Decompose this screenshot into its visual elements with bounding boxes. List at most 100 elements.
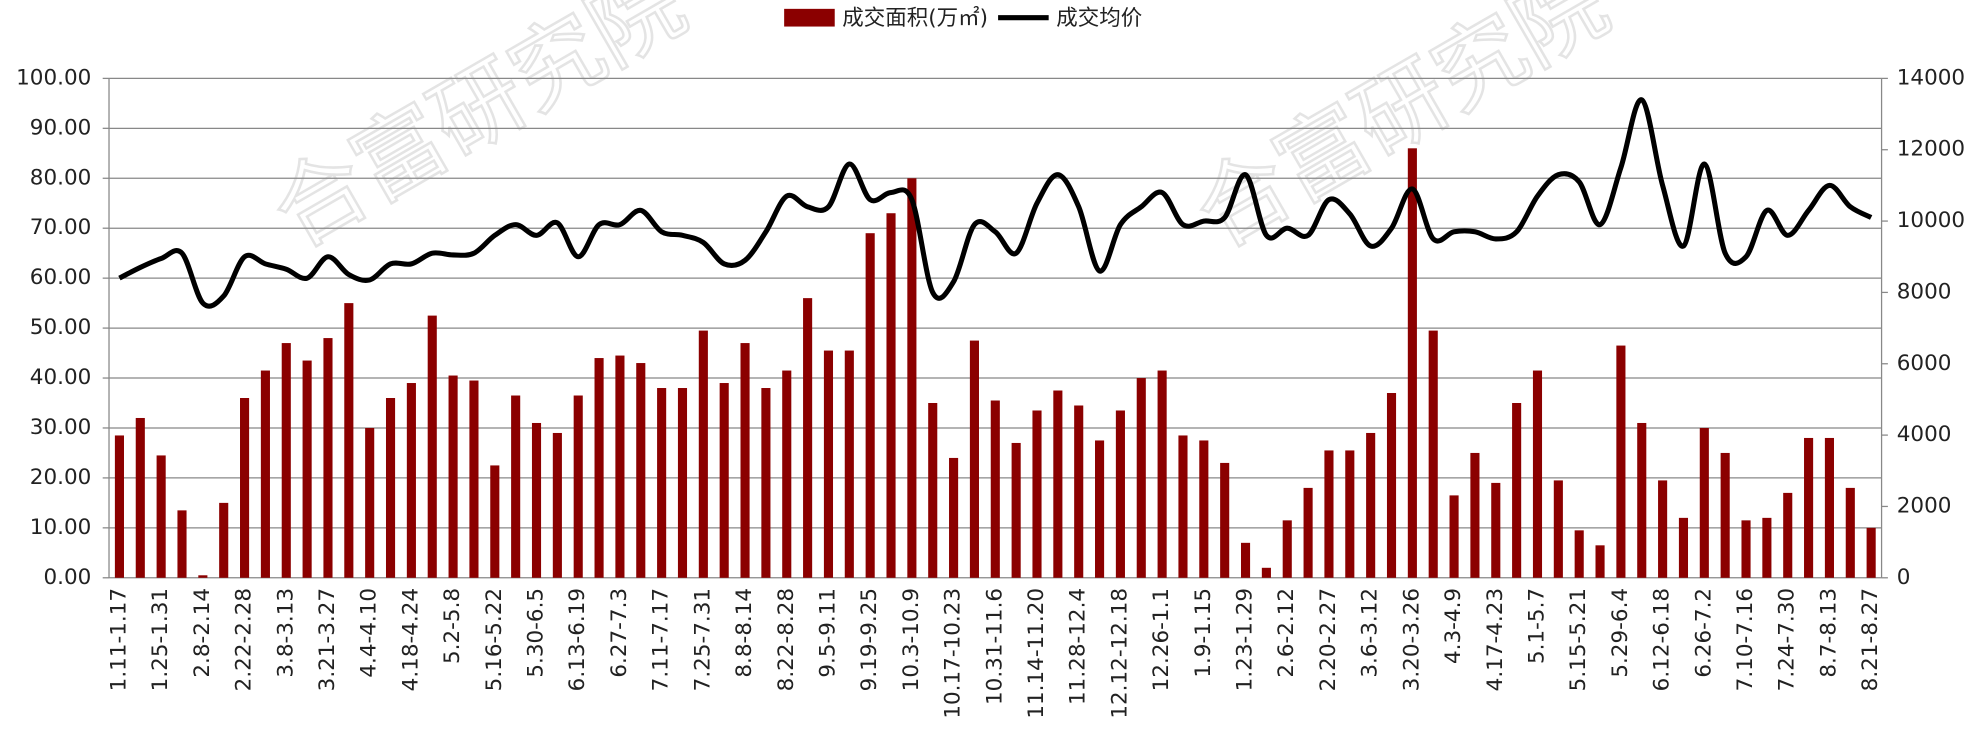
- bar: [114, 435, 124, 578]
- bar: [1699, 427, 1709, 578]
- y-tick-label: 20.00: [30, 465, 92, 490]
- legend-label: 成交均价: [1056, 6, 1142, 31]
- bar: [886, 213, 896, 578]
- bar: [1637, 422, 1647, 578]
- bar: [531, 422, 542, 578]
- bar: [1678, 517, 1689, 578]
- bar: [1595, 545, 1605, 578]
- x-tick-label: 3.6-3.12: [1358, 588, 1383, 678]
- x-tick-label: 4.4-4.10: [357, 588, 382, 678]
- x-tick-label: 1.11-1.17: [106, 588, 131, 691]
- bar: [1845, 487, 1855, 578]
- bar: [1011, 442, 1021, 578]
- bar: [1136, 378, 1146, 578]
- y-tick-label: 90.00: [30, 115, 92, 140]
- x-tick-label: 5.29-6.4: [1608, 588, 1633, 678]
- x-tick-label: 11.14-11.20: [1024, 588, 1049, 719]
- bar: [135, 417, 145, 578]
- bar: [1345, 450, 1355, 578]
- bar: [1428, 330, 1438, 578]
- bar: [1762, 517, 1772, 578]
- bar: [1053, 390, 1063, 578]
- x-tick-label: 10.31-11.6: [982, 588, 1007, 705]
- bar: [1824, 437, 1834, 578]
- bar: [844, 350, 854, 578]
- bar: [615, 355, 625, 578]
- bar: [594, 358, 604, 578]
- bar: [719, 383, 729, 578]
- bar: [1220, 462, 1230, 578]
- bar: [156, 455, 166, 578]
- bar: [1095, 440, 1105, 578]
- bar: [198, 575, 208, 578]
- bar: [969, 340, 979, 578]
- bar: [260, 370, 270, 578]
- bar: [552, 432, 562, 578]
- y-tick-label: 60.00: [30, 265, 92, 290]
- bar: [1074, 405, 1084, 578]
- bar: [823, 350, 834, 578]
- bar: [1658, 480, 1668, 578]
- bar: [1804, 437, 1814, 578]
- bar: [1240, 542, 1251, 578]
- bar: [1157, 370, 1167, 578]
- x-tick-label: 12.26-1.1: [1149, 588, 1174, 691]
- bar: [1512, 402, 1522, 578]
- y2-tick-label: 10000: [1897, 208, 1965, 233]
- x-tick-label: 1.25-1.31: [148, 588, 173, 691]
- bar: [698, 330, 708, 578]
- bar: [782, 370, 792, 578]
- bar: [1407, 148, 1417, 578]
- bar: [657, 388, 667, 578]
- bar: [1616, 345, 1626, 578]
- x-tick-label: 10.17-10.23: [941, 588, 966, 719]
- legend-swatch: [784, 8, 835, 27]
- x-tick-label: 1.23-1.29: [1233, 588, 1258, 691]
- bar: [1470, 452, 1480, 578]
- x-tick-label: 3.21-3.27: [315, 588, 340, 691]
- x-tick-label: 8.8-8.14: [732, 588, 757, 678]
- bar: [1199, 440, 1209, 578]
- bar: [1866, 527, 1876, 578]
- y2-tick-label: 2000: [1897, 493, 1952, 518]
- x-tick-label: 4.17-4.23: [1483, 588, 1508, 691]
- legend-label: 成交面积(万㎡): [842, 5, 988, 31]
- x-tick-label: 7.24-7.30: [1775, 588, 1800, 691]
- y-tick-label: 70.00: [30, 215, 92, 240]
- bar: [928, 402, 938, 578]
- x-tick-label: 5.16-5.22: [482, 588, 507, 691]
- x-tick-label: 2.22-2.28: [232, 588, 257, 691]
- bar: [761, 388, 771, 578]
- x-tick-label: 6.12-6.18: [1650, 588, 1675, 691]
- x-tick-label: 5.1-5.7: [1524, 588, 1549, 664]
- bar: [281, 343, 291, 578]
- y2-tick-label: 4000: [1897, 422, 1952, 447]
- bar: [323, 338, 333, 578]
- bar: [1032, 410, 1042, 578]
- x-tick-label: 7.11-7.17: [649, 588, 674, 691]
- bar: [1366, 432, 1376, 578]
- bar: [177, 510, 187, 578]
- bar: [1720, 452, 1730, 578]
- x-tick-label: 7.25-7.31: [690, 588, 715, 691]
- bar: [1532, 370, 1543, 578]
- bar: [573, 395, 583, 578]
- y-tick-label: 10.00: [30, 515, 92, 540]
- bar: [1553, 480, 1563, 578]
- bar: [385, 398, 396, 578]
- x-tick-label: 2.6-2.12: [1274, 588, 1299, 678]
- x-tick-label: 3.8-3.13: [273, 588, 298, 678]
- bar: [344, 303, 354, 578]
- bar: [1178, 435, 1188, 578]
- y2-tick-label: 0: [1897, 565, 1911, 590]
- bar: [949, 457, 959, 578]
- x-tick-label: 6.26-7.2: [1691, 588, 1716, 678]
- bar: [448, 375, 458, 578]
- y-tick-label: 30.00: [30, 415, 92, 440]
- x-tick-label: 2.8-2.14: [190, 588, 215, 678]
- x-tick-label: 8.22-8.28: [774, 588, 799, 691]
- bar: [1449, 495, 1459, 578]
- x-tick-label: 3.20-3.26: [1399, 588, 1424, 691]
